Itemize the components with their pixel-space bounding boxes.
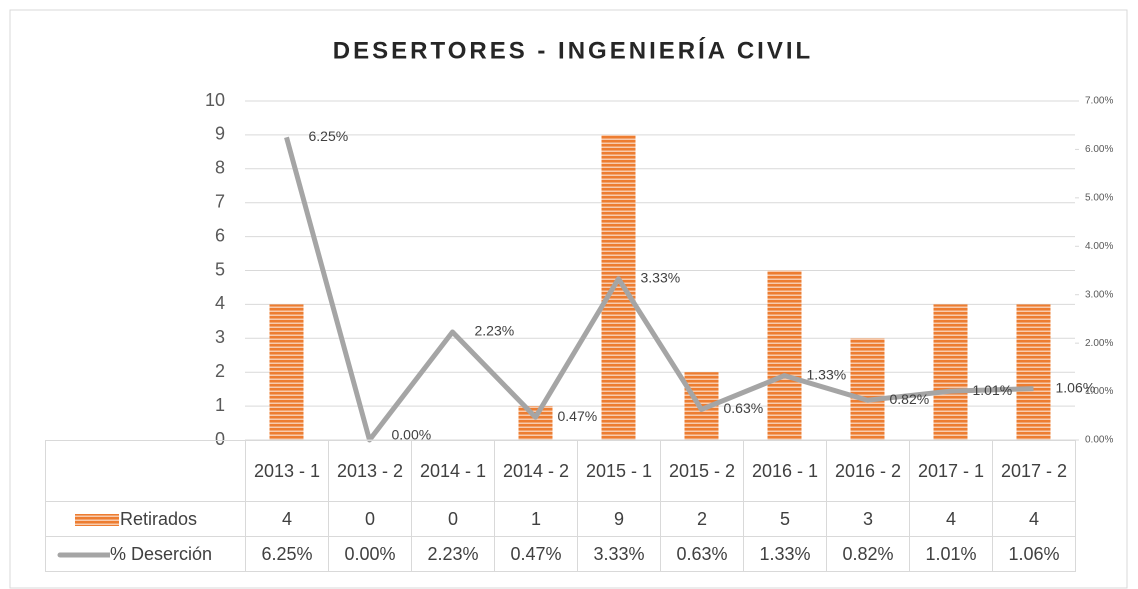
legend-swatch: [75, 513, 119, 526]
y2-tick-label: 7.00%: [1085, 96, 1113, 107]
table-row: % Deserción 6.25% 0.00% 2.23% 0.47% 3.33% 0.63…: [45, 536, 1076, 572]
data-label: 0.63%: [724, 400, 764, 416]
table-cell: 6.25%: [245, 536, 329, 572]
table-cell: 3: [826, 501, 910, 537]
y-tick-label: 3: [215, 327, 225, 347]
table-cell: 0.82%: [826, 536, 910, 572]
legend-label: Retirados: [120, 508, 198, 529]
y-tick-label: 1: [215, 395, 225, 415]
y2-tick-label: 5.00%: [1085, 192, 1113, 203]
legend-key: [75, 513, 119, 526]
table-cell: 1.33%: [743, 536, 827, 572]
bar: [518, 406, 553, 440]
y2-tick-label: 0.00%: [1085, 435, 1113, 446]
y2-tick-label: 3.00%: [1085, 289, 1113, 300]
table-cell: [45, 440, 246, 502]
y2-tick-label: 6.00%: [1085, 144, 1113, 155]
bar: [269, 304, 304, 440]
data-label: 0.00%: [392, 427, 432, 443]
data-label: 2.23%: [475, 323, 515, 339]
data-label: 0.82%: [890, 391, 930, 407]
table-cell: 2014 - 1: [411, 440, 495, 502]
table-cell: 2017 - 2: [992, 440, 1076, 502]
table-cell: 0: [328, 501, 412, 537]
table-cell: 5: [743, 501, 827, 537]
y-tick-label: 9: [215, 124, 225, 144]
table-cell: 2013 - 1: [245, 440, 329, 502]
data-label: 1.01%: [973, 382, 1013, 398]
table-cell: 1.01%: [909, 536, 993, 572]
y2-tick-label: 2.00%: [1085, 338, 1113, 349]
bar: [933, 304, 968, 440]
y2-tick-label: 4.00%: [1085, 241, 1113, 252]
table-cell: 2014 - 2: [494, 440, 578, 502]
table-cell: 9: [577, 501, 661, 537]
y-tick-label: 2: [215, 361, 225, 381]
table-cell: Retirados: [45, 501, 246, 537]
table-cell: 2.23%: [411, 536, 495, 572]
table-cell: 4: [992, 501, 1076, 537]
table-cell: 3.33%: [577, 536, 661, 572]
y2-tick-label: 1.00%: [1085, 386, 1113, 397]
table-cell: 2: [660, 501, 744, 537]
data-label: 1.33%: [807, 366, 847, 382]
data-label: 1.06%: [1056, 379, 1096, 395]
table-cell: 2016 - 1: [743, 440, 827, 502]
table-cell: 1.06%: [992, 536, 1076, 572]
chart-title: DESERTORES - INGENIERÍA CIVIL: [333, 36, 813, 64]
data-label: 6.25%: [309, 128, 349, 144]
table-row: 2013 - 1 2013 - 2 2014 - 1 2014 - 2 2015 - 1…: [45, 440, 1076, 502]
table-cell: 2017 - 1: [909, 440, 993, 502]
table-cell: 2015 - 2: [660, 440, 744, 502]
table-cell: 2013 - 2: [328, 440, 412, 502]
chart-border: [9, 9, 1128, 589]
legend-label: % Deserción: [110, 543, 213, 564]
table-cell: 1: [494, 501, 578, 537]
table-cell: 0: [411, 501, 495, 537]
bar: [767, 270, 802, 440]
y-tick-label: 8: [215, 158, 225, 178]
y-tick-label: 4: [215, 293, 225, 313]
data-label: 0.47%: [558, 408, 598, 424]
table-cell: 2015 - 1: [577, 440, 661, 502]
table-cell: 4: [245, 501, 329, 537]
table-cell: 4: [909, 501, 993, 537]
table-cell: 0.47%: [494, 536, 578, 572]
legend-key: [57, 552, 113, 558]
table-cell: 2016 - 2: [826, 440, 910, 502]
y-tick-label: 5: [215, 259, 225, 279]
data-table: 2013 - 1 2013 - 2 2014 - 1 2014 - 2 2015 - 1…: [45, 440, 1076, 572]
table-cell: 0.63%: [660, 536, 744, 572]
data-label: 3.33%: [641, 269, 681, 285]
bar: [601, 134, 636, 440]
table-row: Retirados 4 0 0 1 9 2 5 3 4 4: [45, 501, 1076, 537]
table-cell: 0.00%: [328, 536, 412, 572]
table-cell: % Deserción: [45, 536, 246, 572]
y-tick-label: 6: [215, 225, 225, 245]
y-tick-label: 7: [215, 191, 225, 211]
y-tick-label: 0: [215, 429, 225, 449]
bar: [850, 338, 885, 440]
y-tick-label: 10: [205, 90, 225, 110]
line: [284, 136, 1034, 443]
bar: [1016, 304, 1051, 440]
